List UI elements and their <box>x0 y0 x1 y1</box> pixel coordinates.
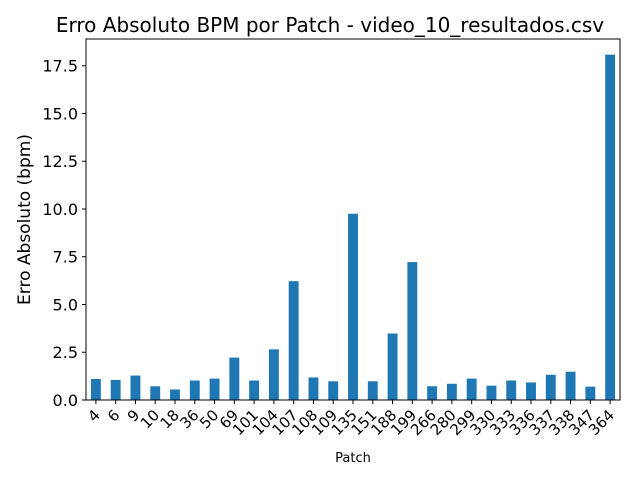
y-tick-label: 0.0 <box>53 391 78 410</box>
chart-title: Erro Absoluto BPM por Patch - video_10_r… <box>56 13 604 37</box>
bar-patch-188 <box>387 333 398 400</box>
y-tick-label: 2.5 <box>53 343 78 362</box>
y-axis-label: Erro Absoluto (bpm) <box>15 134 35 305</box>
x-tick-label: 6 <box>104 406 123 425</box>
x-axis-label: Patch <box>335 451 371 466</box>
bar-patch-4 <box>90 378 101 400</box>
y-axis: 0.0 2.5 5.0 7.5 10.0 12.5 15.0 17.5 <box>42 57 86 410</box>
bar-patch-337 <box>545 374 556 400</box>
bar-patch-135 <box>348 213 358 400</box>
y-tick-label: 5.0 <box>53 295 78 314</box>
bar-patch-347 <box>585 386 596 400</box>
y-tick-label: 10.0 <box>42 200 78 219</box>
x-tick-label: 4 <box>84 406 103 425</box>
bar-patch-330 <box>486 385 497 400</box>
bar-patch-6 <box>110 379 121 400</box>
bar-patch-336 <box>526 382 536 400</box>
bars-group <box>90 54 616 400</box>
bar-patch-364 <box>605 54 616 400</box>
bar-patch-69 <box>229 357 240 400</box>
bar-patch-9 <box>130 375 141 400</box>
bar-patch-280 <box>446 383 457 400</box>
bar-patch-18 <box>170 389 180 400</box>
bar-patch-109 <box>328 381 339 400</box>
bar-patch-101 <box>249 380 260 400</box>
bar-patch-107 <box>288 281 299 400</box>
bar-patch-36 <box>189 380 200 400</box>
bar-patch-338 <box>565 371 576 400</box>
bar-patch-104 <box>268 349 279 400</box>
bar-patch-333 <box>506 380 517 400</box>
bar-patch-151 <box>367 381 378 400</box>
y-tick-label: 7.5 <box>53 248 78 267</box>
y-tick-label: 15.0 <box>42 104 78 123</box>
bar-patch-299 <box>466 378 477 400</box>
y-tick-label: 17.5 <box>42 57 78 76</box>
x-axis: 4 6 91018365069101104107108109135151188199… <box>84 400 618 439</box>
y-tick-label: 12.5 <box>42 152 78 171</box>
bar-patch-199 <box>407 262 418 400</box>
bar-patch-10 <box>150 386 161 400</box>
plot-frame <box>85 38 621 401</box>
bar-patch-50 <box>209 378 220 400</box>
bar-patch-266 <box>427 386 438 400</box>
bar-patch-108 <box>308 377 319 400</box>
